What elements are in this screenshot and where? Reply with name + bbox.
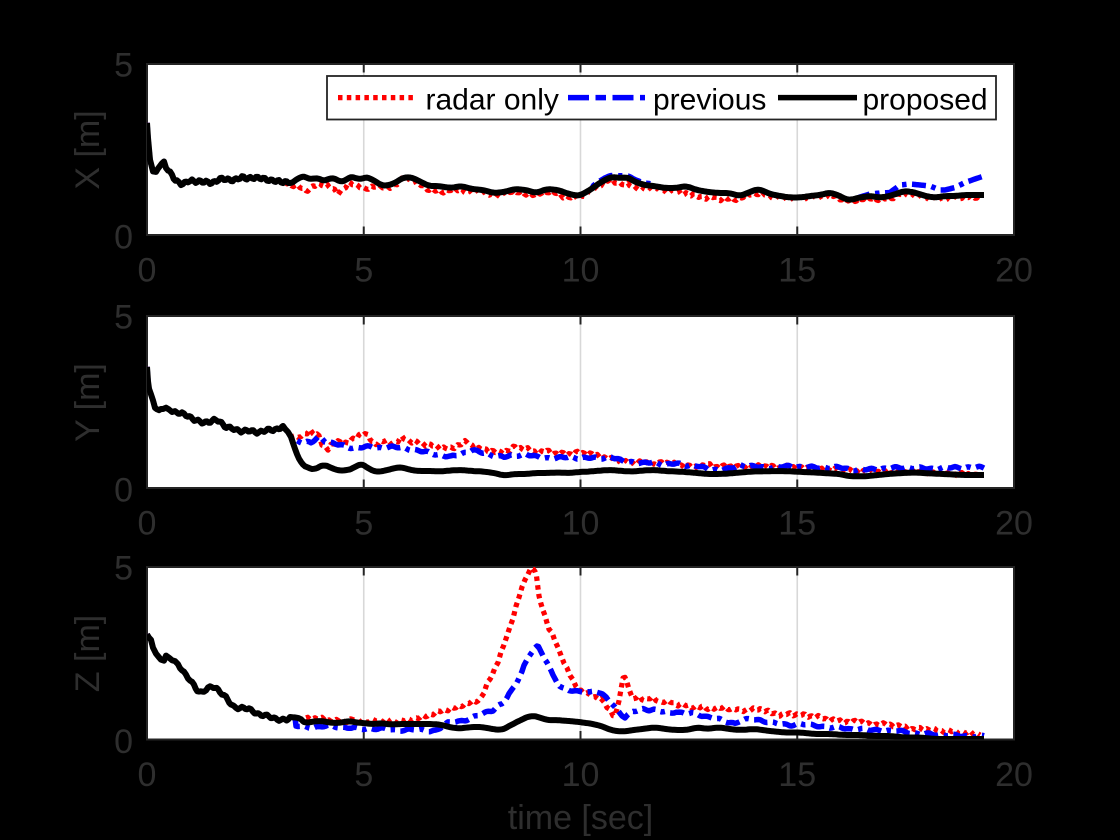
svg-text:5: 5 [354,504,373,542]
svg-text:0: 0 [138,251,157,289]
svg-text:time [sec]: time [sec] [508,799,653,837]
svg-text:10: 10 [562,504,600,542]
svg-text:Y [m]: Y [m] [69,363,107,442]
svg-text:0: 0 [114,472,133,510]
svg-text:0: 0 [114,723,133,761]
svg-text:15: 15 [778,504,816,542]
svg-text:10: 10 [562,756,600,794]
svg-text:5: 5 [114,550,133,588]
svg-text:5: 5 [114,299,133,337]
svg-text:proposed: proposed [863,84,988,117]
svg-text:Z [m]: Z [m] [69,615,107,692]
svg-text:0: 0 [138,756,157,794]
svg-text:5: 5 [354,756,373,794]
svg-text:X [m]: X [m] [69,110,107,189]
svg-text:15: 15 [778,251,816,289]
svg-text:20: 20 [995,251,1033,289]
svg-text:5: 5 [354,251,373,289]
svg-text:radar only: radar only [426,84,559,117]
svg-text:5: 5 [114,47,133,85]
svg-text:0: 0 [114,219,133,257]
svg-text:20: 20 [995,504,1033,542]
svg-text:20: 20 [995,756,1033,794]
svg-text:15: 15 [778,756,816,794]
svg-text:0: 0 [138,504,157,542]
svg-text:previous: previous [653,84,766,117]
svg-text:10: 10 [562,251,600,289]
